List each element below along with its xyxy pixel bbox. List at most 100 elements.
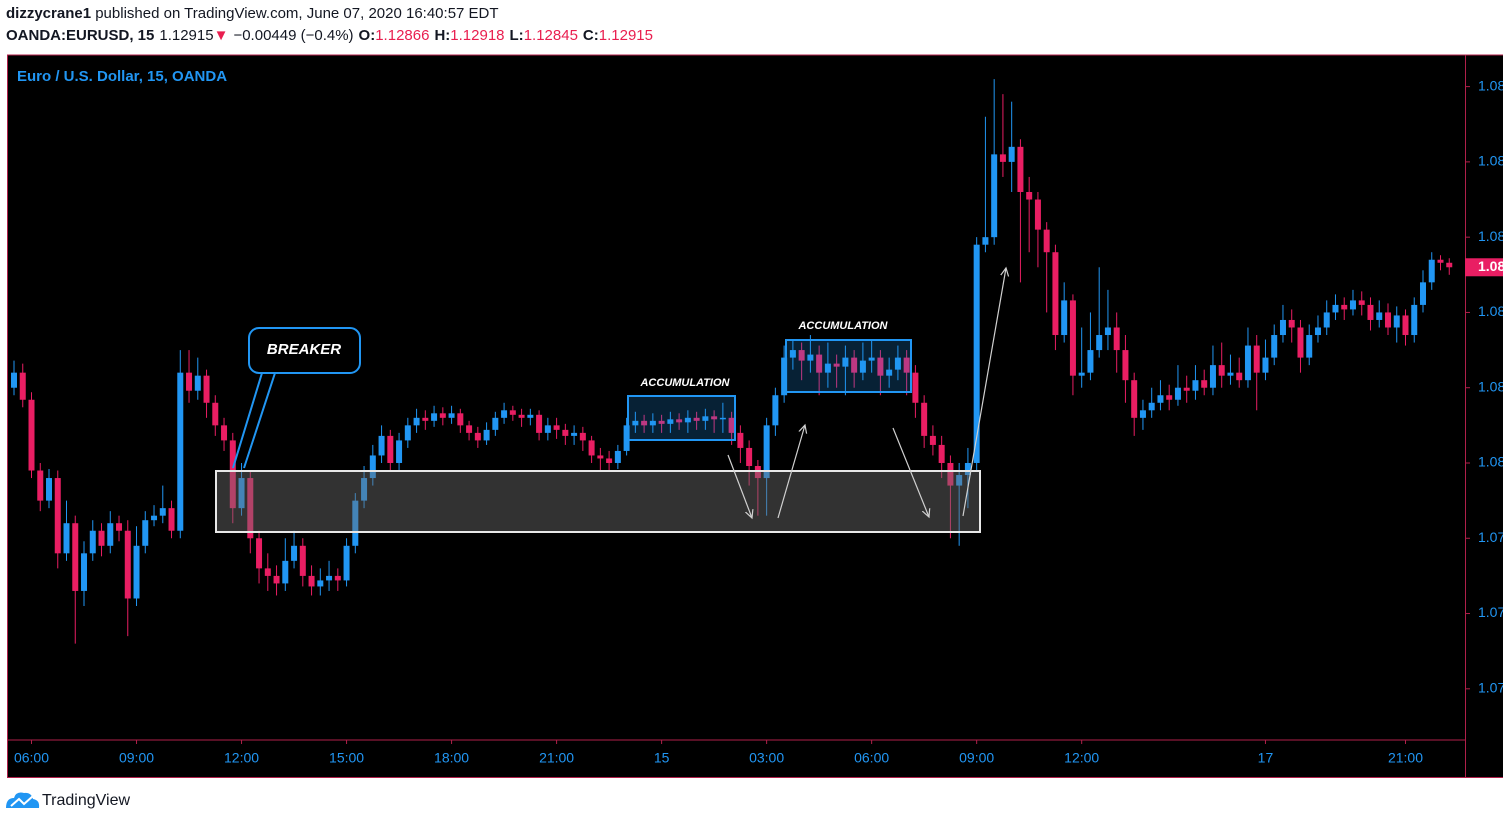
candle-body: [19, 372, 26, 400]
candle-body: [413, 417, 420, 426]
candle-body: [781, 357, 788, 396]
candle-body: [1192, 380, 1199, 391]
candle-body: [623, 425, 630, 451]
candle-body: [649, 420, 656, 426]
annotation-label: ACCUMULATION: [639, 377, 730, 389]
candle-body: [579, 432, 586, 441]
candle-body: [562, 429, 569, 436]
candle-body: [1437, 259, 1444, 263]
ohlc-label: L:: [509, 27, 524, 44]
last-price-tag: [1465, 258, 1503, 277]
author: dizzycrane1: [6, 5, 92, 22]
candle-body: [553, 425, 560, 430]
candle-body: [378, 435, 385, 456]
candle-body: [527, 414, 534, 418]
last-price-label: 1.08: [1478, 258, 1503, 274]
candle-body: [606, 458, 613, 463]
candle-body: [256, 538, 263, 569]
candle-body: [483, 429, 490, 441]
chart-background: [7, 55, 1503, 778]
candle-body: [1288, 319, 1295, 328]
x-tick-label: 17: [1258, 750, 1274, 766]
candle-body: [46, 478, 53, 501]
candle-body: [824, 363, 831, 373]
footer-brand: TradingView: [42, 792, 130, 809]
axes: 1.08 1.08 1.08 1.08 1.08 1.08 1.07 1.07 1.07 06:0…: [7, 54, 1503, 778]
candle-body: [938, 444, 945, 463]
y-tick-label: 1.07: [1478, 680, 1503, 696]
candle-body: [711, 416, 718, 420]
candle-body: [851, 357, 858, 373]
candle-body: [54, 478, 61, 554]
candle-body: [544, 425, 551, 433]
candle-body: [334, 575, 341, 581]
candle-body: [807, 354, 814, 361]
candle-body: [1341, 304, 1348, 310]
candle-body: [632, 420, 639, 426]
candle-body: [1183, 387, 1190, 391]
candle-body: [124, 530, 131, 599]
candle-body: [492, 417, 499, 430]
candle-body: [1131, 380, 1138, 418]
candle-body: [921, 402, 928, 436]
candle-body: [1026, 192, 1033, 200]
candle-body: [1446, 262, 1453, 268]
y-tick-label: 1.08: [1478, 228, 1503, 244]
candle-body: [1061, 300, 1068, 336]
x-tick-label: 06:00: [14, 750, 49, 766]
candle-body: [273, 575, 280, 584]
candle-body: [89, 530, 96, 554]
candle-body: [1078, 372, 1085, 376]
ohlc-label: O:: [358, 27, 376, 44]
candle-body: [894, 357, 901, 370]
x-tick-label: 18:00: [434, 750, 469, 766]
annotations: ACCUMULATION ACCUMULATION BREAKER: [215, 268, 1006, 533]
candle-body: [912, 372, 919, 403]
x-tick-label: 03:00: [749, 750, 784, 766]
y-tick-label: 1.08: [1478, 378, 1503, 394]
candle-body: [1122, 350, 1129, 381]
arrow: [892, 427, 929, 517]
candle-body: [684, 417, 691, 423]
candle-body: [789, 350, 796, 358]
y-tick-label: 1.08: [1478, 153, 1503, 169]
candle-body: [1262, 357, 1269, 373]
candle-body: [842, 357, 849, 367]
symbol: OANDA:EURUSD, 15: [6, 27, 155, 44]
candle-body: [536, 414, 543, 433]
accumulation-box: [785, 339, 912, 393]
candle-body: [177, 372, 184, 531]
arrow: [777, 425, 805, 519]
candle-body: [501, 410, 508, 418]
candle-body: [886, 369, 893, 376]
ohlc-label: C:: [582, 27, 599, 44]
candle-body: [929, 435, 936, 445]
candle-body: [194, 375, 201, 391]
x-tick-label: 09:00: [959, 750, 994, 766]
candle-body: [343, 545, 350, 581]
candle-body: [947, 462, 954, 486]
candle-body: [11, 372, 18, 388]
candle-body: [448, 413, 455, 418]
candle-body: [518, 414, 525, 418]
candle-body: [1271, 335, 1278, 358]
x-tick-label: 12:00: [224, 750, 259, 766]
candle-body: [159, 508, 166, 516]
candle-body: [264, 568, 271, 576]
candle-body: [1323, 312, 1330, 328]
price: 1.12915: [159, 27, 214, 44]
candle-body: [28, 399, 35, 471]
candle-body: [763, 425, 770, 479]
candle-body: [422, 417, 429, 421]
candle-body: [72, 523, 79, 591]
ohlc-value: 1.12866: [375, 27, 430, 44]
candle-body: [877, 357, 884, 376]
candle-body: [1411, 304, 1418, 336]
candle-body: [238, 478, 245, 509]
candle-body: [1236, 372, 1243, 381]
x-tick-label: 15:00: [329, 750, 364, 766]
x-tick-label: 09:00: [119, 750, 154, 766]
candle-body: [1384, 312, 1391, 328]
candle-body: [667, 419, 674, 424]
